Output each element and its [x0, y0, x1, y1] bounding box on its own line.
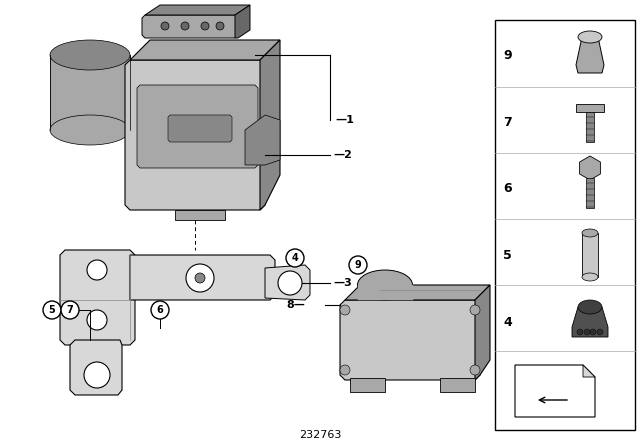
Circle shape	[278, 271, 302, 295]
Circle shape	[161, 22, 169, 30]
Circle shape	[87, 310, 107, 330]
Circle shape	[577, 329, 583, 335]
Polygon shape	[576, 37, 604, 73]
Text: 4: 4	[503, 315, 512, 328]
Polygon shape	[245, 115, 280, 165]
Polygon shape	[582, 233, 598, 277]
Ellipse shape	[358, 270, 413, 300]
Polygon shape	[60, 250, 135, 345]
Text: —1: —1	[335, 115, 354, 125]
Polygon shape	[358, 285, 413, 300]
Ellipse shape	[582, 229, 598, 237]
Polygon shape	[580, 156, 600, 180]
Polygon shape	[586, 178, 594, 208]
Text: 6: 6	[157, 305, 163, 315]
Polygon shape	[137, 85, 258, 168]
Circle shape	[340, 305, 350, 315]
Polygon shape	[175, 210, 225, 220]
Text: 9: 9	[503, 48, 511, 61]
Text: 8—: 8—	[286, 300, 305, 310]
Polygon shape	[130, 255, 275, 300]
Circle shape	[597, 329, 603, 335]
Ellipse shape	[578, 300, 602, 314]
Polygon shape	[475, 285, 490, 380]
Text: 7: 7	[503, 116, 512, 129]
Circle shape	[584, 329, 590, 335]
Polygon shape	[340, 300, 480, 380]
Circle shape	[216, 22, 224, 30]
Polygon shape	[265, 265, 310, 300]
Circle shape	[151, 301, 169, 319]
Text: 5: 5	[503, 249, 512, 262]
Circle shape	[195, 273, 205, 283]
Text: —2: —2	[333, 150, 352, 160]
Circle shape	[181, 22, 189, 30]
Polygon shape	[125, 60, 265, 210]
Text: —3: —3	[333, 278, 352, 288]
Polygon shape	[345, 285, 490, 300]
Circle shape	[87, 260, 107, 280]
Circle shape	[340, 365, 350, 375]
Polygon shape	[50, 55, 130, 130]
Polygon shape	[142, 15, 238, 38]
Text: 6: 6	[503, 181, 511, 194]
Polygon shape	[235, 5, 250, 38]
Circle shape	[470, 305, 480, 315]
Ellipse shape	[578, 31, 602, 43]
Polygon shape	[168, 115, 232, 142]
Circle shape	[349, 256, 367, 274]
Polygon shape	[586, 112, 594, 142]
Polygon shape	[145, 5, 250, 15]
Circle shape	[61, 301, 79, 319]
Ellipse shape	[582, 273, 598, 281]
Circle shape	[590, 329, 596, 335]
Text: 7: 7	[67, 305, 74, 315]
Polygon shape	[583, 365, 595, 377]
Polygon shape	[576, 104, 604, 112]
Text: 232763: 232763	[299, 430, 341, 440]
Text: 9: 9	[355, 260, 362, 270]
Circle shape	[201, 22, 209, 30]
Text: 5: 5	[49, 305, 56, 315]
Text: 4: 4	[292, 253, 298, 263]
Polygon shape	[572, 302, 608, 337]
Polygon shape	[440, 378, 475, 392]
Polygon shape	[350, 378, 385, 392]
Polygon shape	[130, 40, 280, 60]
Polygon shape	[260, 40, 280, 210]
Circle shape	[43, 301, 61, 319]
Circle shape	[286, 249, 304, 267]
FancyBboxPatch shape	[495, 20, 635, 430]
Ellipse shape	[50, 40, 130, 70]
Circle shape	[84, 362, 110, 388]
Ellipse shape	[50, 115, 130, 145]
Polygon shape	[515, 365, 595, 417]
Polygon shape	[70, 340, 122, 395]
Circle shape	[470, 365, 480, 375]
Circle shape	[186, 264, 214, 292]
